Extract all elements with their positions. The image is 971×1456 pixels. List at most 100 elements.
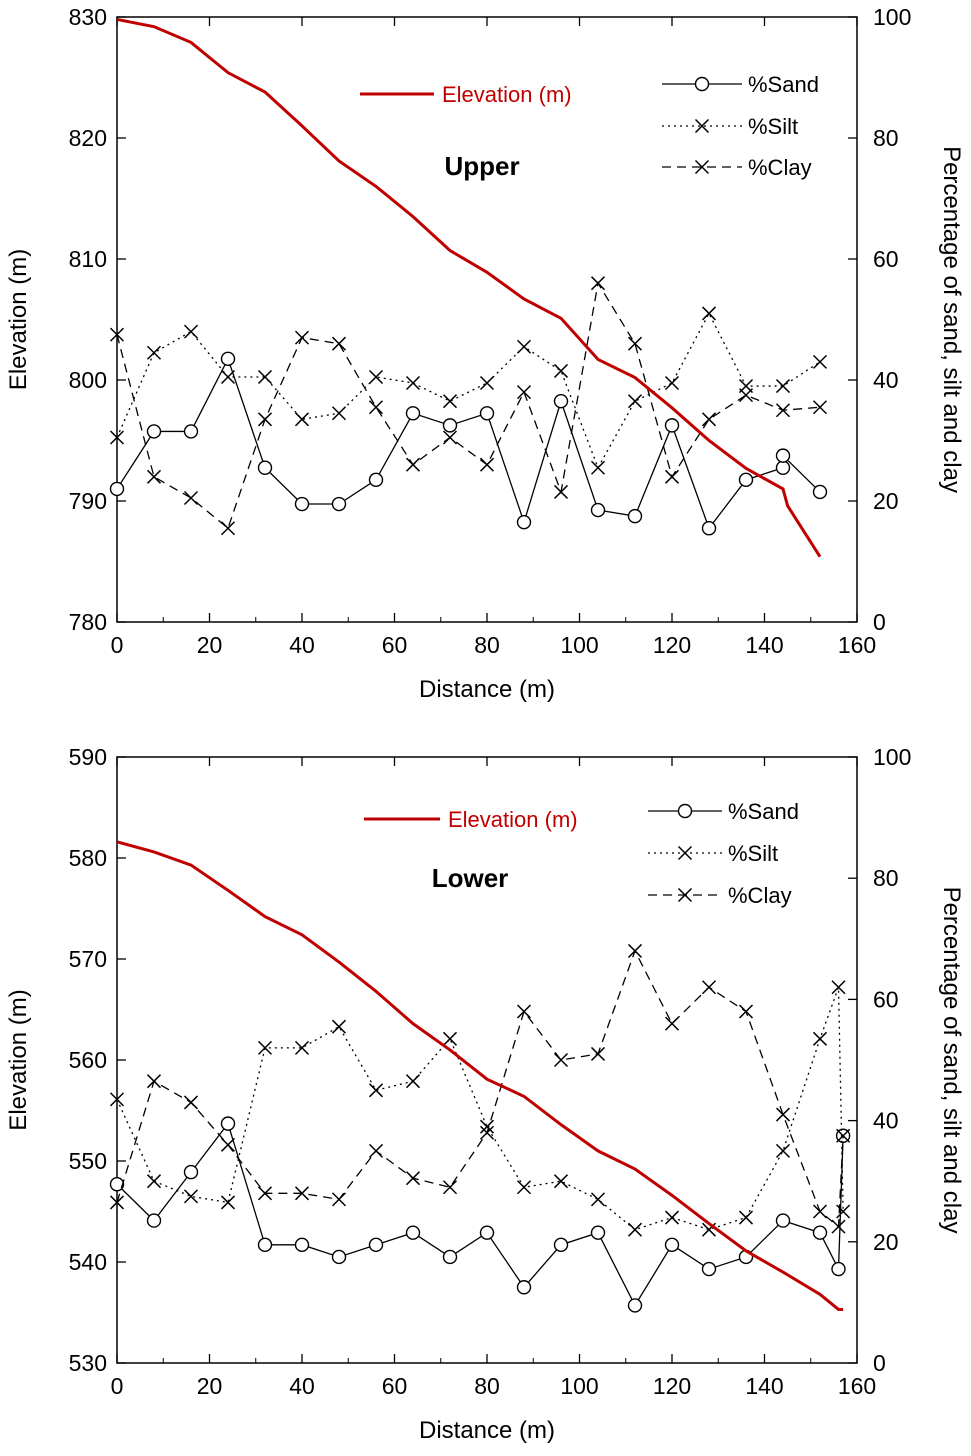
chart-upper-clay-point — [146, 469, 162, 484]
chart-upper-sand-point — [516, 514, 532, 530]
chart-lower-title: Lower — [432, 863, 509, 893]
chart-upper-series-clay — [109, 276, 828, 536]
chart-lower-ytick-label: 530 — [69, 1350, 107, 1376]
chart-lower-silt-point — [738, 1210, 754, 1225]
chart-upper-sand-point — [664, 418, 680, 433]
chart-upper-silt-point — [775, 379, 791, 394]
chart-lower-y2tick-label: 100 — [873, 744, 911, 770]
chart-lower-clay-point — [627, 943, 643, 958]
chart-upper-xtick-label: 100 — [560, 632, 598, 658]
chart-lower-xtick-label: 120 — [653, 1373, 691, 1399]
chart-lower-y2tick-label: 0 — [873, 1350, 886, 1376]
chart-upper-sand-point — [405, 406, 421, 421]
chart-lower-sand-point — [664, 1237, 680, 1253]
chart-upper-silt-point — [627, 394, 643, 409]
chart-lower-silt-line — [116, 987, 844, 1231]
chart-upper-clay-point — [516, 385, 532, 400]
chart-lower-sand-point — [812, 1225, 828, 1240]
chart-upper-silt-point — [442, 394, 458, 409]
chart-lower-sand-point — [109, 1177, 125, 1192]
chart-lower-ytick-label: 540 — [69, 1249, 107, 1275]
chart-upper-clay-point — [775, 403, 791, 418]
chart-upper-sand-point — [479, 406, 495, 421]
chart-upper-clay-point — [812, 400, 828, 415]
chart-upper-xtick-label: 20 — [197, 632, 223, 658]
chart-upper-ytick-label: 820 — [69, 125, 107, 151]
chart-lower-legend-clay-label: %Clay — [728, 883, 792, 908]
chart-lower-xtick-label: 100 — [560, 1373, 598, 1399]
chart-lower-clay-point — [590, 1046, 606, 1061]
chart-lower-silt-point — [331, 1019, 347, 1034]
chart-upper-ytick-label: 810 — [69, 246, 107, 272]
chart-lower-sand-point — [590, 1225, 606, 1240]
chart-upper-y2tick-label: 100 — [873, 4, 911, 30]
chart-upper-xlabel: Distance (m) — [419, 676, 555, 703]
chart-upper-sand-point — [257, 460, 273, 475]
chart-upper-silt-point — [294, 412, 310, 427]
chart-lower-series-sand — [109, 1116, 851, 1313]
chart-upper-clay-point — [479, 457, 495, 472]
chart-upper-clay-point — [738, 388, 754, 403]
chart-lower-silt-point — [812, 1031, 828, 1046]
chart-lower-sand-point — [701, 1261, 717, 1277]
chart-lower-xlabel: Distance (m) — [419, 1417, 555, 1444]
chart-lower-xtick-label: 40 — [289, 1373, 315, 1399]
chart-upper-legend-elevation-label: Elevation (m) — [442, 82, 572, 107]
chart-lower-silt-point — [146, 1174, 162, 1189]
chart-lower-clay-point — [831, 1219, 846, 1234]
chart-upper-y2tick-label: 80 — [873, 125, 899, 151]
chart-lower-xtick-label: 80 — [474, 1373, 500, 1399]
chart-lower-ytick-label: 590 — [69, 744, 107, 770]
chart-lower-clay-point — [836, 1128, 851, 1143]
chart-lower-sand-point — [553, 1237, 569, 1253]
chart-lower-ytick-label: 570 — [69, 946, 107, 972]
chart-lower-ytick-label: 550 — [69, 1148, 107, 1174]
chart-upper-elevation-line — [116, 17, 822, 558]
chart-lower-clay-point — [294, 1186, 310, 1201]
chart-upper-silt-point — [405, 375, 421, 391]
chart-lower-y2tick-label: 80 — [873, 865, 899, 891]
chart-lower-sand-point — [516, 1280, 532, 1295]
chart-upper-sand-point — [627, 508, 643, 524]
chart-upper-clay-point — [701, 412, 717, 427]
chart-upper-sand-point — [775, 448, 791, 463]
chart-upper-y2tick-label: 40 — [873, 367, 899, 393]
chart-upper-legend-sand-label: %Sand — [748, 72, 819, 97]
chart-upper-silt-point — [368, 369, 384, 385]
chart-upper-ylabel: Elevation (m) — [5, 249, 32, 390]
chart-upper-sand-point — [812, 484, 828, 500]
chart-lower-clay-point — [109, 1195, 125, 1210]
chart-upper-silt-point — [257, 369, 273, 385]
chart-upper-sand-point — [442, 418, 458, 433]
chart-upper-clay-point — [405, 457, 421, 472]
chart-upper-sand-point — [553, 393, 569, 409]
chart-lower-legend-clay-marker — [677, 887, 693, 903]
chart-upper-legend-clay-marker — [694, 159, 710, 175]
chart-upper-silt-point — [146, 345, 162, 360]
chart-upper-frame — [116, 16, 858, 623]
chart-upper-silt-point — [183, 324, 199, 339]
chart-upper-clay-point — [368, 400, 384, 415]
chart-lower-clay-point — [553, 1052, 569, 1068]
chart-upper-sand-point — [738, 472, 754, 488]
chart-lower-xtick-label: 60 — [382, 1373, 408, 1399]
chart-lower-clay-point — [442, 1180, 458, 1195]
chart-lower-silt-point — [220, 1195, 236, 1210]
chart-upper-xtick-label: 40 — [289, 632, 315, 658]
chart-lower-silt-point — [368, 1083, 384, 1098]
chart-lower-legend-elevation-label: Elevation (m) — [448, 807, 578, 832]
chart-lower-ylabel: Elevation (m) — [5, 989, 32, 1130]
chart-lower-clay-point — [664, 1016, 680, 1031]
chart-upper-legend-silt-label: %Silt — [748, 114, 798, 139]
chart-upper-ytick-label: 790 — [69, 488, 107, 514]
chart-upper-legend-clay-label: %Clay — [748, 155, 812, 180]
chart-lower-sand-point — [405, 1225, 421, 1240]
chart-lower-silt-point — [257, 1040, 273, 1055]
chart-upper-silt-point — [701, 306, 717, 321]
chart-upper-y2tick-label: 0 — [873, 609, 886, 635]
chart-lower-series-silt — [109, 980, 851, 1237]
chart-upper-sand-point — [294, 496, 310, 512]
chart-lower-ytick-label: 580 — [69, 845, 107, 871]
chart-lower-silt-point — [590, 1192, 606, 1207]
chart-lower-elevation-line — [116, 840, 844, 1311]
